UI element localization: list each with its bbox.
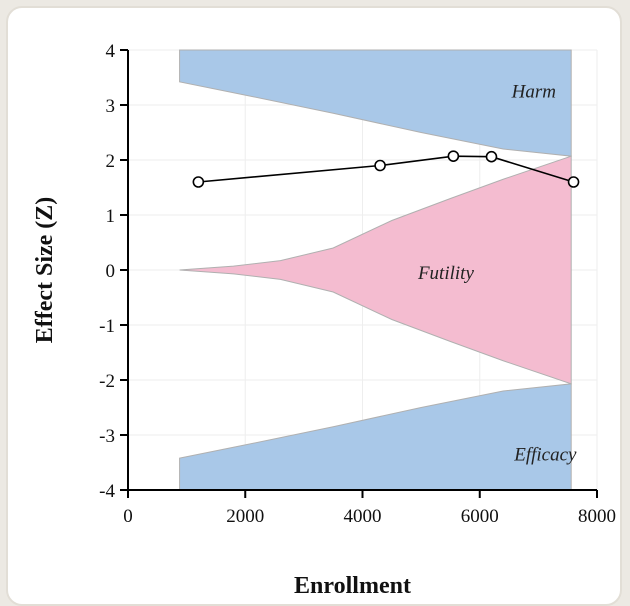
data-point [567, 176, 580, 188]
x-tick-label: 6000 [461, 506, 499, 527]
data-point [192, 176, 205, 188]
y-tick-label: 2 [106, 151, 116, 172]
data-point [374, 159, 386, 172]
region-efficacy [179, 383, 572, 491]
y-tick-label: -1 [99, 316, 115, 337]
y-tick-label: -3 [99, 426, 115, 447]
chart-svg: Harm Futility Efficacy 4 3 2 1 0 -1 -2 -3 -4 0 2000 40… [32, 41, 616, 599]
region-label-harm: Harm [511, 81, 556, 102]
chart-card: Harm Futility Efficacy 4 3 2 1 0 -1 -2 -3 -4 0 2000 40… [6, 6, 622, 606]
x-tick-label: 4000 [344, 506, 382, 527]
y-tick-label: 4 [106, 41, 116, 62]
y-axis-title: Effect Size (Z) [32, 197, 58, 344]
y-tick-label: 0 [106, 261, 116, 282]
x-tick-label: 2000 [226, 506, 264, 527]
data-point [485, 150, 498, 163]
x-tick-label: 8000 [578, 506, 616, 527]
x-axis-title: Enrollment [294, 573, 411, 599]
region-harm [179, 49, 572, 157]
x-tick-label: 0 [123, 506, 133, 527]
data-point [447, 150, 460, 162]
region-label-efficacy: Efficacy [513, 444, 577, 465]
y-tick-label: -2 [99, 371, 115, 392]
y-tick-label: 3 [106, 96, 116, 117]
y-tick-label: -4 [99, 481, 115, 502]
region-futility [179, 155, 572, 385]
region-label-futility: Futility [417, 263, 475, 284]
y-tick-label: 1 [106, 206, 116, 227]
